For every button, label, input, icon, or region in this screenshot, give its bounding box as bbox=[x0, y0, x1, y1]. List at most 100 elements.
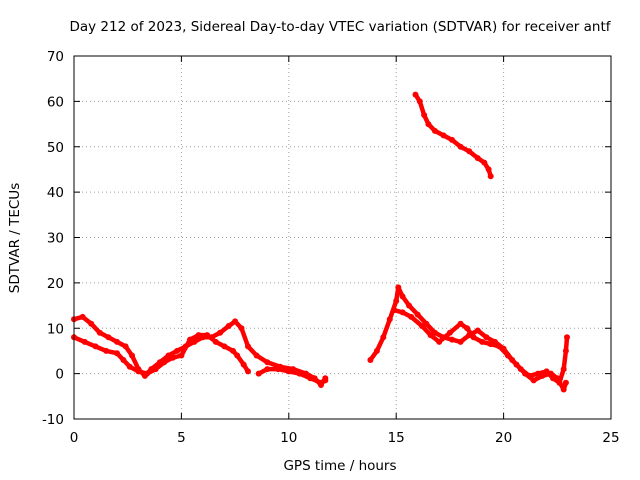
x-tick-label: 15 bbox=[388, 430, 405, 446]
data-point bbox=[114, 338, 120, 345]
data-point bbox=[135, 368, 142, 375]
data-point bbox=[457, 143, 464, 150]
data-point bbox=[421, 112, 428, 118]
data-point bbox=[296, 370, 303, 377]
y-tick-label: 0 bbox=[55, 367, 64, 383]
series-track-b bbox=[71, 332, 251, 377]
data-point bbox=[562, 347, 569, 354]
data-point bbox=[504, 352, 511, 359]
series-track-c bbox=[255, 366, 329, 386]
data-point bbox=[307, 375, 314, 382]
y-axis: -10 0 10 20 30 40 50 60 70 bbox=[42, 49, 611, 428]
x-tick-label: 0 bbox=[70, 430, 79, 446]
data-point bbox=[120, 357, 127, 363]
data-point bbox=[114, 350, 120, 357]
data-point bbox=[457, 338, 464, 345]
data-point bbox=[245, 368, 251, 375]
data-point bbox=[178, 352, 185, 359]
data-point bbox=[479, 338, 486, 345]
data-point bbox=[416, 98, 423, 105]
series-track-e bbox=[391, 307, 569, 393]
data-point bbox=[255, 370, 262, 377]
data-point bbox=[144, 370, 150, 377]
x-tick-label: 25 bbox=[602, 430, 619, 446]
x-tick-label: 5 bbox=[177, 430, 186, 446]
y-axis-label: SDTVAR / TECUs bbox=[7, 183, 23, 293]
y-tick-label: 30 bbox=[47, 231, 64, 247]
y-tick-label: 70 bbox=[47, 49, 64, 65]
data-point bbox=[221, 343, 228, 350]
data-point bbox=[225, 323, 232, 329]
data-point bbox=[457, 320, 464, 327]
data-point bbox=[449, 336, 455, 343]
data-point bbox=[393, 298, 400, 304]
data-point bbox=[412, 91, 419, 98]
data-point bbox=[240, 361, 247, 368]
data-point bbox=[539, 372, 546, 379]
data-point bbox=[169, 354, 176, 361]
data-point bbox=[253, 352, 260, 359]
data-point bbox=[464, 325, 471, 332]
data-point bbox=[547, 370, 554, 377]
y-tick-label: 60 bbox=[47, 94, 64, 110]
data-point bbox=[122, 343, 129, 350]
data-point bbox=[264, 366, 271, 373]
data-point bbox=[399, 293, 406, 300]
y-tick-label: 40 bbox=[47, 185, 64, 201]
data-point bbox=[399, 309, 406, 316]
x-tick-label: 10 bbox=[280, 430, 297, 446]
grid bbox=[74, 56, 611, 419]
data-point bbox=[212, 338, 219, 345]
y-tick-label: 20 bbox=[47, 276, 64, 292]
data-point bbox=[431, 127, 438, 134]
data-point bbox=[414, 311, 421, 318]
data-point bbox=[285, 368, 292, 375]
data-point bbox=[79, 313, 86, 320]
data-point bbox=[264, 359, 271, 366]
data-point bbox=[470, 334, 477, 341]
data-point bbox=[187, 336, 193, 343]
data-point bbox=[496, 343, 503, 350]
data-point bbox=[449, 136, 455, 143]
data-point bbox=[483, 334, 490, 341]
data-point bbox=[564, 334, 570, 341]
data-point bbox=[217, 329, 224, 336]
data-point bbox=[105, 334, 112, 341]
series-track-d bbox=[367, 284, 570, 386]
y-tick-label: 50 bbox=[47, 140, 64, 156]
series-track-f bbox=[412, 91, 494, 180]
data-point bbox=[530, 377, 537, 384]
data-point bbox=[481, 159, 488, 166]
data-point bbox=[474, 327, 481, 334]
data-point bbox=[391, 307, 398, 314]
data-point bbox=[386, 316, 393, 323]
data-point bbox=[395, 284, 402, 291]
series-line bbox=[71, 332, 251, 376]
chart-title: Day 212 of 2023, Sidereal Day-to-day VTE… bbox=[69, 19, 611, 35]
data-point bbox=[485, 166, 492, 173]
x-axis-label: GPS time / hours bbox=[283, 458, 396, 474]
data-point bbox=[522, 370, 529, 377]
data-point bbox=[152, 366, 159, 373]
data-point bbox=[245, 343, 251, 350]
data-point bbox=[161, 359, 168, 366]
data-point bbox=[92, 343, 99, 350]
data-point bbox=[322, 377, 329, 384]
data-point bbox=[103, 347, 110, 354]
y-tick-label: -10 bbox=[42, 412, 64, 428]
data-point bbox=[560, 386, 567, 393]
data-point bbox=[373, 347, 380, 354]
data-point bbox=[425, 121, 432, 128]
data-point bbox=[513, 361, 520, 368]
data-point bbox=[419, 323, 425, 329]
data-point bbox=[408, 313, 415, 320]
data-point bbox=[204, 332, 211, 339]
x-tick-label: 20 bbox=[495, 430, 512, 446]
data-point bbox=[367, 357, 374, 363]
data-point bbox=[562, 379, 569, 386]
data-point bbox=[466, 148, 473, 155]
data-series bbox=[71, 91, 570, 393]
x-axis: 0 5 10 15 20 25 bbox=[70, 56, 620, 446]
data-point bbox=[195, 332, 202, 339]
series-line bbox=[413, 92, 493, 179]
